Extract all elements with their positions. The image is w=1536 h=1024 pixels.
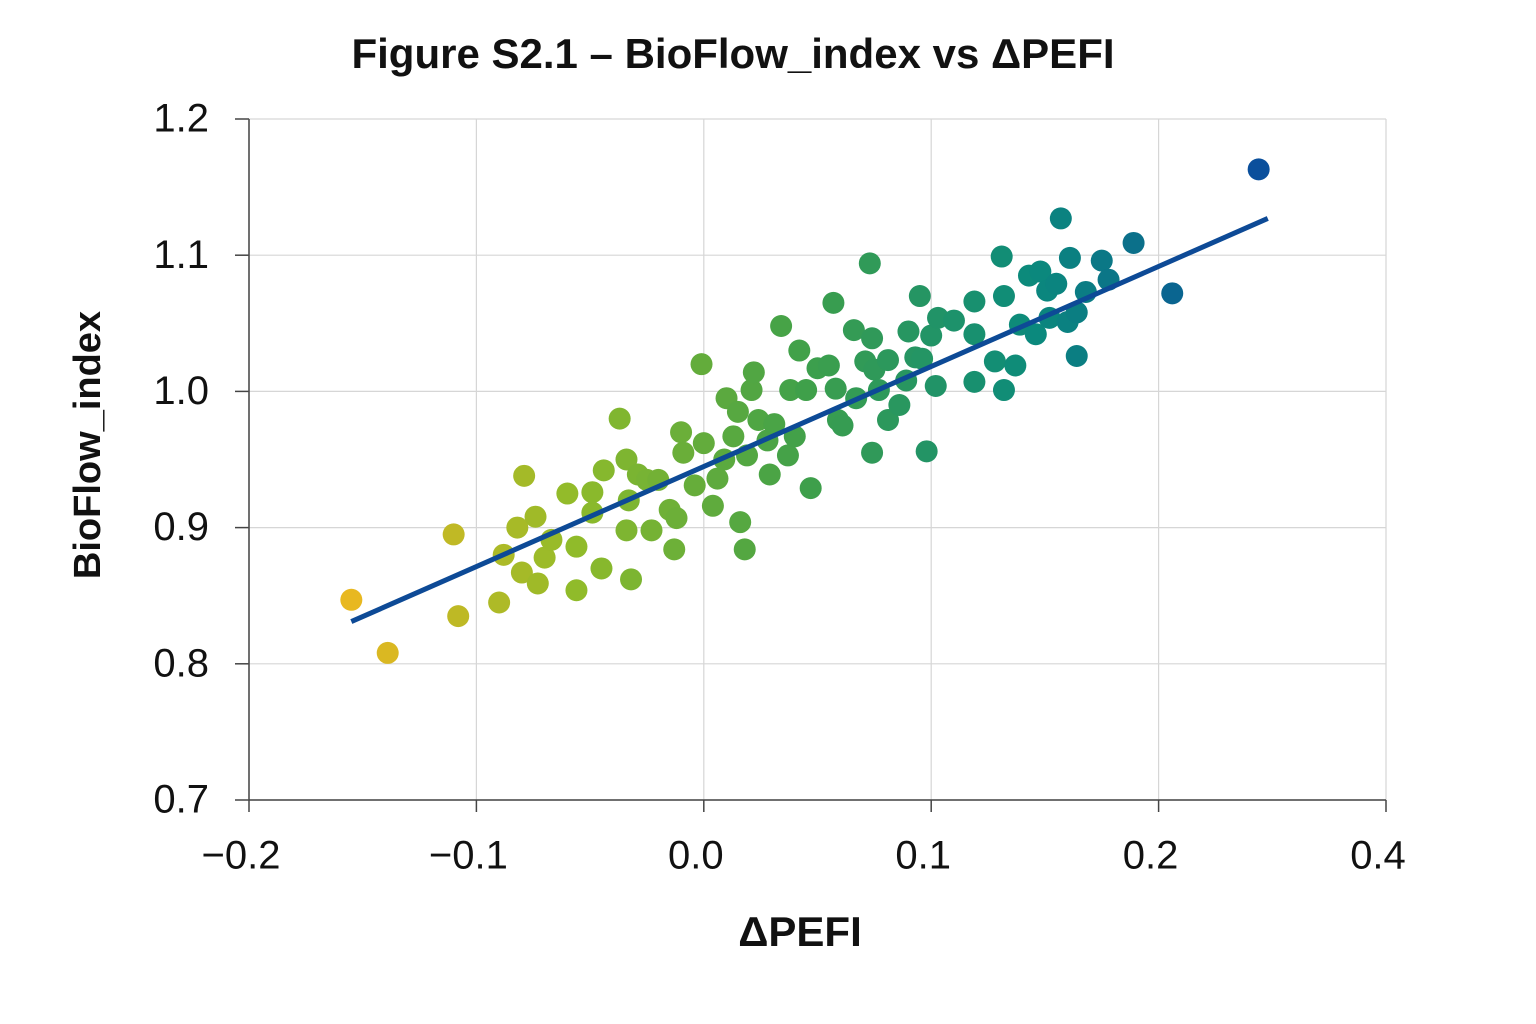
point [963, 323, 986, 346]
point [992, 379, 1015, 402]
point [876, 349, 899, 372]
point [672, 441, 695, 464]
trend-line [350, 216, 1269, 624]
point [663, 538, 686, 561]
point [1024, 323, 1047, 346]
point [510, 561, 533, 584]
point [983, 350, 1006, 373]
point [729, 511, 752, 534]
point [726, 400, 749, 423]
point [690, 353, 713, 376]
point [990, 245, 1013, 268]
point [822, 291, 845, 314]
point [1247, 158, 1270, 181]
y-axis-label: BioFlow_index [67, 311, 109, 579]
point [831, 414, 854, 437]
point [740, 379, 763, 402]
point [670, 421, 693, 444]
point [1049, 207, 1072, 230]
point [799, 477, 822, 500]
point [858, 252, 881, 275]
chart-title: Figure S2.1 – BioFlow_index vs ΔPEFI [351, 30, 1114, 77]
point [513, 464, 536, 487]
point [565, 535, 588, 558]
point [1122, 231, 1145, 254]
point [524, 505, 547, 528]
point [788, 339, 811, 362]
point [590, 557, 613, 580]
point [608, 407, 631, 430]
point [526, 572, 549, 595]
point [733, 538, 756, 561]
point [592, 459, 615, 482]
point [911, 347, 934, 370]
point [924, 374, 947, 397]
point [701, 494, 724, 517]
point [556, 482, 579, 505]
point [640, 519, 663, 542]
x-tick-label: −0.2 [202, 834, 281, 878]
point [842, 319, 865, 342]
y-tick-label: 0.7 [153, 778, 209, 822]
y-tick-label: 0.8 [153, 641, 209, 685]
y-tick-label: 1.2 [153, 97, 209, 141]
point [992, 285, 1015, 308]
point [565, 579, 588, 602]
x-tick-label: 0.0 [668, 834, 724, 878]
point [770, 315, 793, 338]
point [888, 394, 911, 417]
point [779, 379, 802, 402]
point [683, 474, 706, 497]
point [447, 605, 470, 628]
point [817, 354, 840, 377]
point [861, 327, 884, 350]
point [1058, 246, 1081, 269]
point [722, 425, 745, 448]
x-tick-label: 0.2 [1123, 834, 1179, 878]
point [581, 481, 604, 504]
y-tick-label: 1.1 [153, 233, 209, 277]
point [665, 507, 688, 530]
point [795, 379, 818, 402]
point [920, 324, 943, 347]
point [1065, 344, 1088, 367]
point [915, 440, 938, 463]
point [942, 309, 965, 332]
point [1045, 272, 1068, 295]
point [876, 409, 899, 432]
point [861, 441, 884, 464]
point [1029, 260, 1052, 283]
x-axis-label: ΔPEFI [738, 908, 862, 955]
x-tick-label: −0.1 [429, 834, 508, 878]
point [692, 432, 715, 455]
point [776, 444, 799, 467]
point [706, 467, 729, 490]
x-tick-label: 0.1 [895, 834, 951, 878]
point [506, 516, 529, 539]
point [340, 588, 363, 611]
point [1161, 282, 1184, 305]
y-tick-label: 1.0 [153, 369, 209, 413]
point [963, 290, 986, 313]
point [615, 448, 638, 471]
point [758, 463, 781, 486]
point [763, 413, 786, 436]
point [442, 523, 465, 546]
point [1090, 249, 1113, 272]
point [908, 285, 931, 308]
point [742, 361, 765, 384]
point [963, 370, 986, 393]
point [488, 591, 511, 614]
point [897, 320, 920, 343]
point [376, 641, 399, 664]
point [824, 377, 847, 400]
y-tick-label: 0.9 [153, 505, 209, 549]
point [1004, 354, 1027, 377]
point [615, 519, 638, 542]
point [620, 568, 643, 591]
x-tick-label: 0.4 [1350, 834, 1406, 878]
point [533, 546, 556, 569]
